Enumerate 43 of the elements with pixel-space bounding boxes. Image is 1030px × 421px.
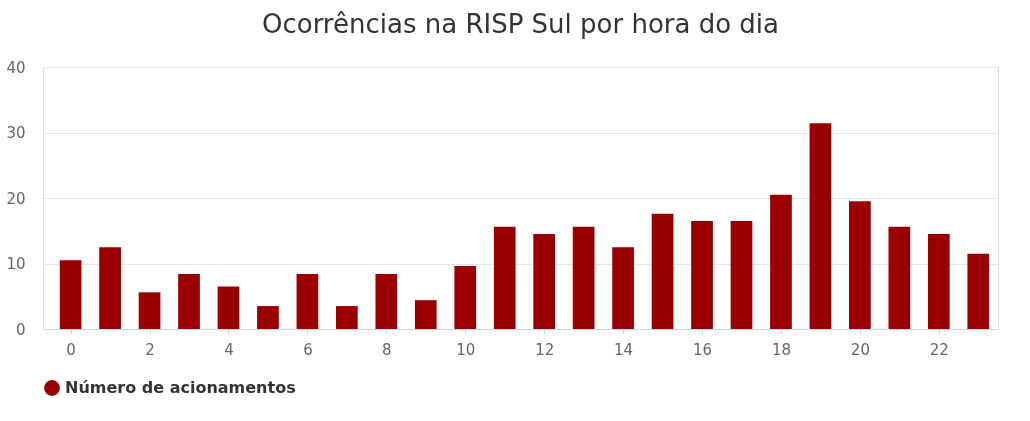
y-tick-label: 0 xyxy=(15,320,26,339)
bar xyxy=(178,273,200,329)
x-tick-label: 22 xyxy=(929,340,949,359)
bar xyxy=(809,123,832,329)
bar xyxy=(612,247,634,329)
bar xyxy=(217,286,240,329)
bar xyxy=(888,226,911,329)
x-tick-label: 14 xyxy=(614,340,634,359)
x-tick-label: 2 xyxy=(145,340,155,359)
bar xyxy=(533,234,556,329)
x-tick-label: 20 xyxy=(850,340,870,359)
bar xyxy=(730,220,753,329)
legend-label: Número de acionamentos xyxy=(65,378,296,397)
y-tick-label: 40 xyxy=(6,58,26,77)
bar xyxy=(138,292,161,329)
bar xyxy=(691,220,713,329)
bar xyxy=(493,226,516,329)
bar xyxy=(59,260,82,329)
x-tick-label: 8 xyxy=(382,340,392,359)
x-tick-label: 10 xyxy=(456,340,476,359)
bar xyxy=(651,213,674,329)
y-tick-label: 10 xyxy=(6,255,26,273)
bar xyxy=(572,226,595,329)
x-tick-label: 18 xyxy=(771,340,791,359)
chart-title: Ocorrências na RISP Sul por hora do dia xyxy=(261,9,780,39)
x-tick-label: 4 xyxy=(224,340,234,359)
bar xyxy=(927,234,950,329)
bar xyxy=(296,273,319,329)
x-tick-label: 0 xyxy=(66,340,76,359)
bar xyxy=(99,247,121,329)
bar xyxy=(414,300,437,329)
x-tick-label: 12 xyxy=(535,340,555,359)
bar xyxy=(967,253,990,329)
y-tick-label: 20 xyxy=(6,189,26,208)
bar xyxy=(257,306,279,329)
bar xyxy=(454,266,477,329)
bar xyxy=(375,273,398,329)
x-tick-label: 16 xyxy=(692,340,713,359)
x-tick-label: 6 xyxy=(303,340,313,359)
bar xyxy=(336,306,358,329)
y-tick-label: 30 xyxy=(6,124,26,142)
bar xyxy=(770,194,792,329)
bar xyxy=(849,201,871,329)
